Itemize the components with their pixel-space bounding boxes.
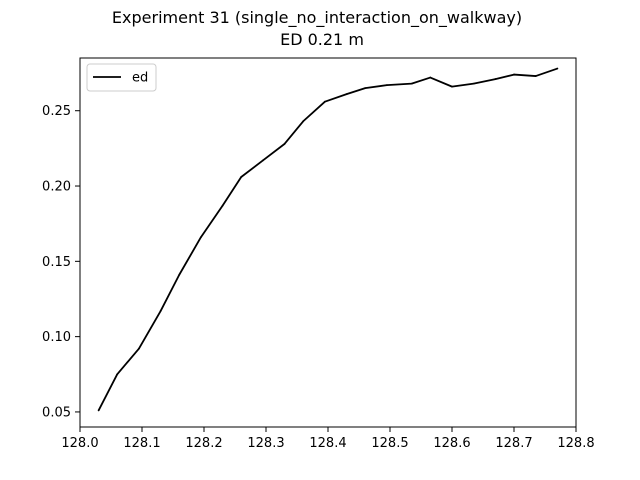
legend-label-ed: ed	[132, 71, 148, 86]
x-tick-label: 128.4	[309, 436, 346, 451]
series-line-ed	[97, 67, 558, 411]
data-points	[97, 67, 559, 412]
x-tick-label: 128.1	[123, 436, 160, 451]
data-point	[97, 409, 100, 412]
data-point	[556, 67, 559, 70]
data-point	[138, 347, 140, 350]
data-point	[116, 373, 119, 376]
data-point	[159, 310, 162, 312]
x-tick-label: 128.0	[61, 436, 98, 451]
x-tick-label: 128.5	[371, 436, 408, 451]
y-tick-label: 0.25	[42, 104, 71, 119]
legend-box	[86, 63, 157, 92]
data-point	[324, 100, 326, 103]
x-axis: 128.0 128.1 128.2 128.3 128.4 128.5 128.6 128.7…	[61, 427, 595, 451]
data-point	[494, 78, 497, 80]
y-tick-label: 0.15	[42, 255, 71, 270]
data-point	[472, 82, 475, 85]
data-point	[240, 176, 243, 178]
data-point	[178, 273, 181, 276]
chart-title: Experiment 31 (single_no_interaction_on_…	[112, 8, 522, 28]
data-point	[283, 142, 286, 145]
x-tick-label: 128.2	[185, 436, 222, 451]
data-point	[513, 73, 515, 76]
y-tick-label: 0.10	[42, 330, 71, 345]
x-tick-label: 128.6	[433, 436, 470, 451]
data-point	[200, 236, 202, 239]
y-tick-label: 0.20	[42, 180, 71, 195]
x-tick-label: 128.7	[495, 436, 532, 451]
data-point	[221, 204, 224, 207]
data-point	[262, 159, 264, 162]
x-tick-label: 128.8	[557, 436, 594, 451]
y-tick-label: 0.05	[42, 405, 71, 420]
data-point	[364, 87, 367, 90]
data-point	[345, 93, 348, 96]
data-point	[429, 76, 432, 79]
data-point	[410, 82, 413, 85]
data-point	[534, 75, 537, 77]
data-point	[386, 84, 388, 87]
data-point	[451, 85, 453, 88]
data-point	[302, 120, 305, 123]
y-axis: 0.05 0.10 0.15 0.20 0.25	[42, 104, 80, 420]
legend: ed	[86, 63, 157, 92]
x-tick-label: 128.3	[247, 436, 284, 451]
chart-subtitle: ED 0.21 m	[280, 30, 364, 49]
plot-frame	[79, 57, 577, 428]
